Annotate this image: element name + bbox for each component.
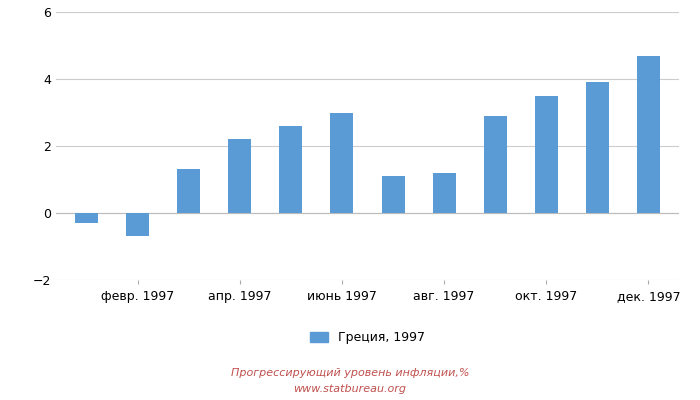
Bar	[535, 96, 558, 213]
Bar	[586, 82, 609, 213]
Bar	[177, 170, 200, 213]
Bar	[279, 126, 302, 213]
Bar	[484, 116, 507, 213]
Text: www.statbureau.org: www.statbureau.org	[293, 384, 407, 394]
Text: Прогрессирующий уровень инфляции,%: Прогрессирующий уровень инфляции,%	[231, 368, 469, 378]
Legend: Греция, 1997: Греция, 1997	[304, 326, 430, 350]
Bar	[382, 176, 405, 213]
Bar	[637, 56, 660, 213]
Bar	[75, 213, 98, 223]
Bar	[330, 112, 354, 213]
Bar	[126, 213, 149, 236]
Bar	[228, 139, 251, 213]
Bar	[433, 173, 456, 213]
